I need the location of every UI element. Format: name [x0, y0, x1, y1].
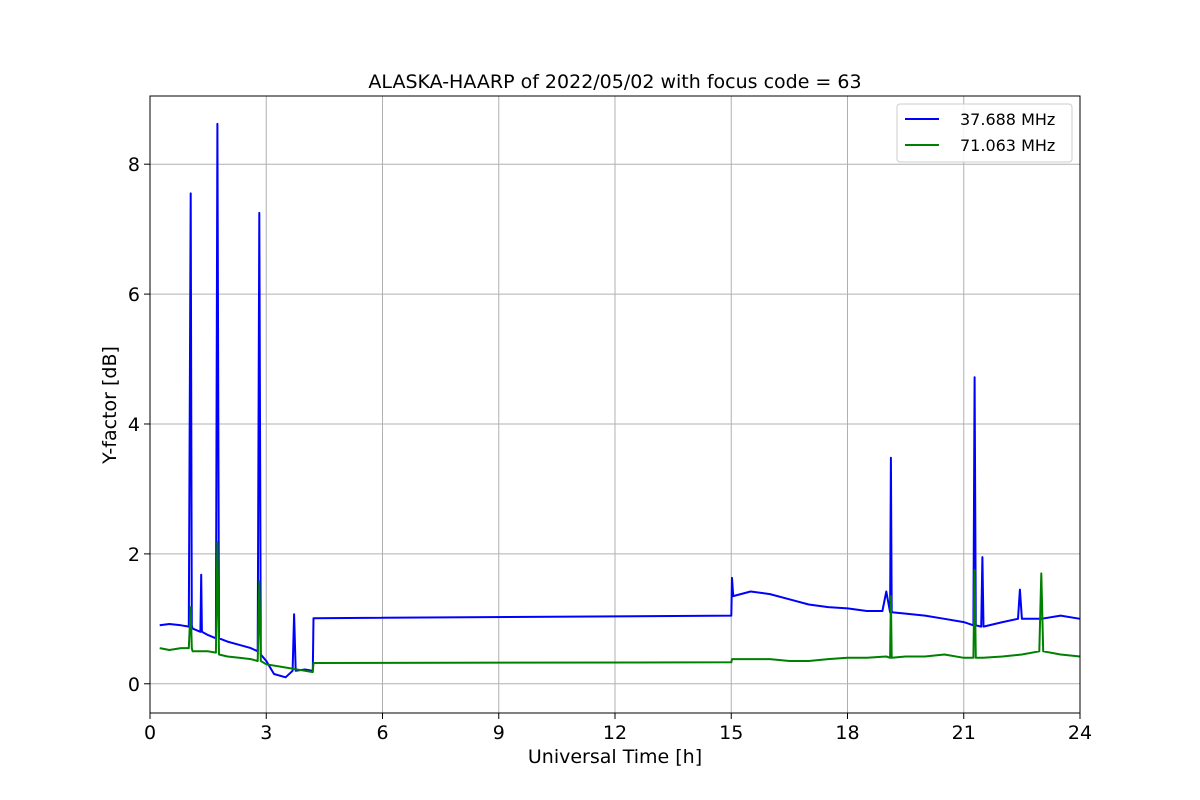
x-tick-label: 24	[1068, 722, 1092, 744]
x-tick-label: 15	[719, 722, 743, 744]
x-tick-label: 6	[376, 722, 388, 744]
x-tick-label: 12	[603, 722, 627, 744]
chart-title: ALASKA-HAARP of 2022/05/02 with focus co…	[368, 71, 861, 93]
y-axis: 0 2 4 6 8	[128, 154, 150, 696]
x-axis-label: Universal Time [h]	[528, 746, 702, 768]
y-tick-label: 0	[128, 674, 140, 696]
legend-label-2: 71.063 MHz	[960, 136, 1055, 155]
y-tick-label: 4	[128, 414, 140, 436]
y-tick-label: 8	[128, 154, 140, 176]
x-tick-label: 0	[144, 722, 156, 744]
legend-box	[896, 103, 1073, 163]
x-tick-label: 3	[260, 722, 272, 744]
series-layer	[159, 122, 1081, 679]
series-line-2	[159, 541, 1081, 674]
legend: 37.688 MHz 71.063 MHz	[896, 103, 1073, 163]
y-tick-label: 2	[128, 544, 140, 566]
legend-label-1: 37.688 MHz	[960, 110, 1055, 129]
x-tick-label: 18	[835, 722, 859, 744]
y-axis-label: Y-factor [dB]	[99, 346, 121, 465]
grid	[149, 96, 1081, 713]
y-tick-label: 6	[128, 284, 140, 306]
x-tick-label: 9	[493, 722, 505, 744]
x-tick-label: 21	[952, 722, 976, 744]
x-axis: 0 3 6 9 12 15 18 21 24	[144, 713, 1092, 744]
series-line-1	[159, 122, 1081, 679]
